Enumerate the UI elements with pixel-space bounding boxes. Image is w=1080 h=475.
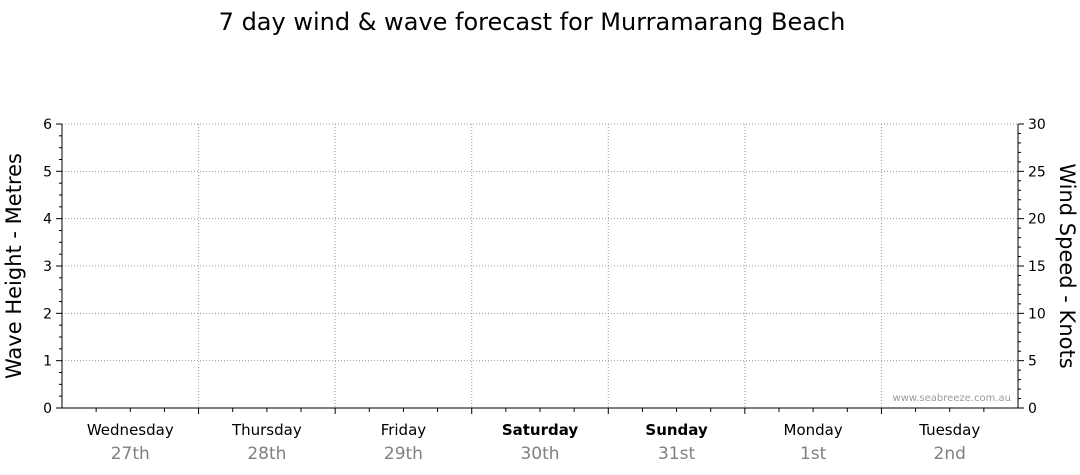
chart-title: 7 day wind & wave forecast for Murramara… <box>219 8 846 36</box>
left-tick-label: 1 <box>43 354 52 370</box>
left-tick-label: 0 <box>43 401 52 417</box>
right-tick-label: 10 <box>1028 306 1046 322</box>
day-name-label: Friday <box>381 421 427 439</box>
left-axis-label: Wave Height - Metres <box>2 153 26 379</box>
day-name-label: Sunday <box>645 421 708 439</box>
left-tick-label: 3 <box>43 259 52 275</box>
right-tick-label: 25 <box>1028 164 1046 180</box>
watermark: www.seabreeze.com.au <box>893 393 1011 404</box>
right-tick-label: 30 <box>1028 117 1046 133</box>
left-tick-label: 5 <box>43 164 52 180</box>
right-tick-label: 15 <box>1028 259 1046 275</box>
day-name-label: Wednesday <box>87 421 174 439</box>
left-y-axis: 0 1 2 3 4 5 6 <box>43 117 62 417</box>
right-tick-label: 5 <box>1028 354 1037 370</box>
day-date-label: 1st <box>800 444 827 464</box>
grid <box>62 123 1018 408</box>
right-tick-label: 0 <box>1028 401 1037 417</box>
day-name-label: Tuesday <box>918 421 980 439</box>
day-name-label: Thursday <box>231 421 302 439</box>
day-date-label: 2nd <box>934 444 966 464</box>
day-date-label: 30th <box>520 444 559 464</box>
left-tick-label: 4 <box>43 212 52 228</box>
left-tick-label: 6 <box>43 117 52 133</box>
day-date-label: 29th <box>384 444 423 464</box>
day-date-label: 31st <box>658 444 695 464</box>
right-tick-label: 20 <box>1028 212 1046 228</box>
right-y-axis: 0 5 10 15 20 25 30 <box>1018 117 1046 417</box>
right-axis-label: Wind Speed - Knots <box>1055 163 1079 368</box>
day-date-label: 28th <box>247 444 286 464</box>
x-axis-day-labels: Wednesday 27th Thursday 28th Friday 29th Satur… <box>87 408 985 464</box>
left-tick-label: 2 <box>43 306 52 322</box>
day-name-label: Monday <box>784 421 843 439</box>
day-name-label: Saturday <box>502 421 579 439</box>
day-date-label: 27th <box>111 444 150 464</box>
